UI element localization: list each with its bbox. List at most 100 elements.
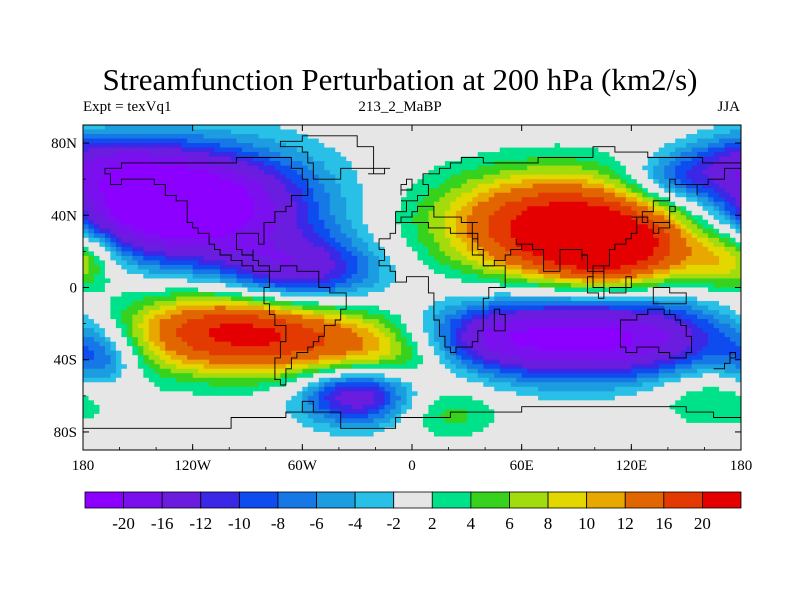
field-cell (247, 310, 254, 316)
field-cell (631, 255, 638, 262)
field-cell (231, 129, 238, 135)
field-cell (143, 269, 150, 275)
field-cell (636, 170, 643, 176)
field-cell (225, 147, 232, 153)
field-cell (461, 282, 468, 289)
field-cell (587, 165, 594, 171)
field-cell (335, 152, 342, 158)
field-cell (675, 292, 682, 298)
field-cell (450, 174, 457, 180)
field-cell (433, 156, 441, 162)
field-cell (631, 147, 638, 153)
field-cell (170, 201, 177, 207)
field-cell (730, 273, 737, 280)
field-cell (730, 251, 737, 257)
field-cell (187, 310, 194, 316)
field-cell (247, 237, 254, 243)
field-cell (335, 138, 342, 144)
field-cell (697, 197, 704, 203)
field-cell (170, 210, 177, 216)
field-cell (302, 273, 309, 280)
field-cell (165, 228, 172, 234)
field-cell (368, 156, 375, 162)
field-cell (170, 219, 177, 225)
field-cell (335, 255, 342, 262)
field-cell (510, 201, 517, 207)
field-cell (192, 215, 199, 221)
field-cell (587, 219, 594, 225)
field-cell (379, 138, 386, 144)
field-cell (313, 269, 320, 275)
field-cell (263, 129, 271, 135)
field-cell (483, 147, 490, 153)
field-cell (143, 206, 150, 212)
field-cell (576, 224, 583, 230)
field-cell (636, 206, 643, 212)
field-cell (598, 143, 605, 149)
field-cell (439, 197, 446, 203)
field-cell (598, 255, 605, 262)
field-cell (357, 224, 364, 230)
field-cell (379, 201, 386, 207)
field-cell (560, 165, 567, 171)
field-cell (554, 255, 561, 262)
field-cell (126, 242, 133, 248)
field-cell (181, 165, 188, 171)
field-cell (401, 273, 408, 280)
field-cell (307, 246, 314, 252)
field-cell (110, 147, 117, 153)
field-cell (625, 264, 632, 271)
field-cell (335, 156, 342, 162)
field-cell (192, 246, 199, 252)
field-cell (165, 215, 172, 221)
field-cell (137, 152, 144, 158)
field-cell (324, 129, 331, 135)
field-cell (170, 269, 177, 275)
field-cell (280, 183, 287, 189)
field-cell (390, 152, 397, 158)
field-cell (719, 161, 726, 167)
field-cell (647, 179, 654, 185)
field-cell (625, 156, 632, 162)
field-cell (357, 296, 364, 302)
field-cell (571, 125, 578, 131)
field-cell (603, 156, 610, 162)
field-cell (560, 251, 567, 257)
field-cell (483, 242, 490, 248)
field-cell (691, 251, 698, 257)
field-cell (296, 197, 303, 203)
field-cell (384, 219, 391, 225)
field-cell (466, 255, 473, 262)
field-cell (713, 147, 720, 153)
field-cell (576, 255, 583, 262)
field-cell (724, 156, 731, 162)
field-cell (143, 292, 150, 298)
field-cell (324, 246, 331, 252)
field-cell (340, 224, 347, 230)
field-cell (126, 224, 133, 230)
field-cell (340, 310, 347, 316)
field-cell (532, 197, 539, 203)
field-cell (379, 310, 386, 316)
field-cell (285, 170, 292, 176)
field-cell (510, 156, 517, 162)
field-cell (351, 179, 358, 185)
field-cell (203, 292, 210, 298)
field-cell (258, 282, 265, 289)
field-cell (675, 134, 682, 140)
field-cell (307, 264, 314, 271)
field-cell (324, 228, 331, 234)
field-cell (439, 260, 446, 266)
field-cell (176, 134, 183, 140)
field-cell (252, 174, 260, 180)
field-cell (433, 174, 441, 180)
field-cell (384, 156, 391, 162)
field-cell (532, 251, 539, 257)
field-cell (225, 219, 232, 225)
field-cell (708, 192, 715, 198)
field-cell (401, 260, 408, 266)
field-cell (324, 179, 331, 185)
field-cell (242, 310, 249, 316)
field-cell (269, 161, 276, 167)
field-cell (455, 188, 462, 194)
